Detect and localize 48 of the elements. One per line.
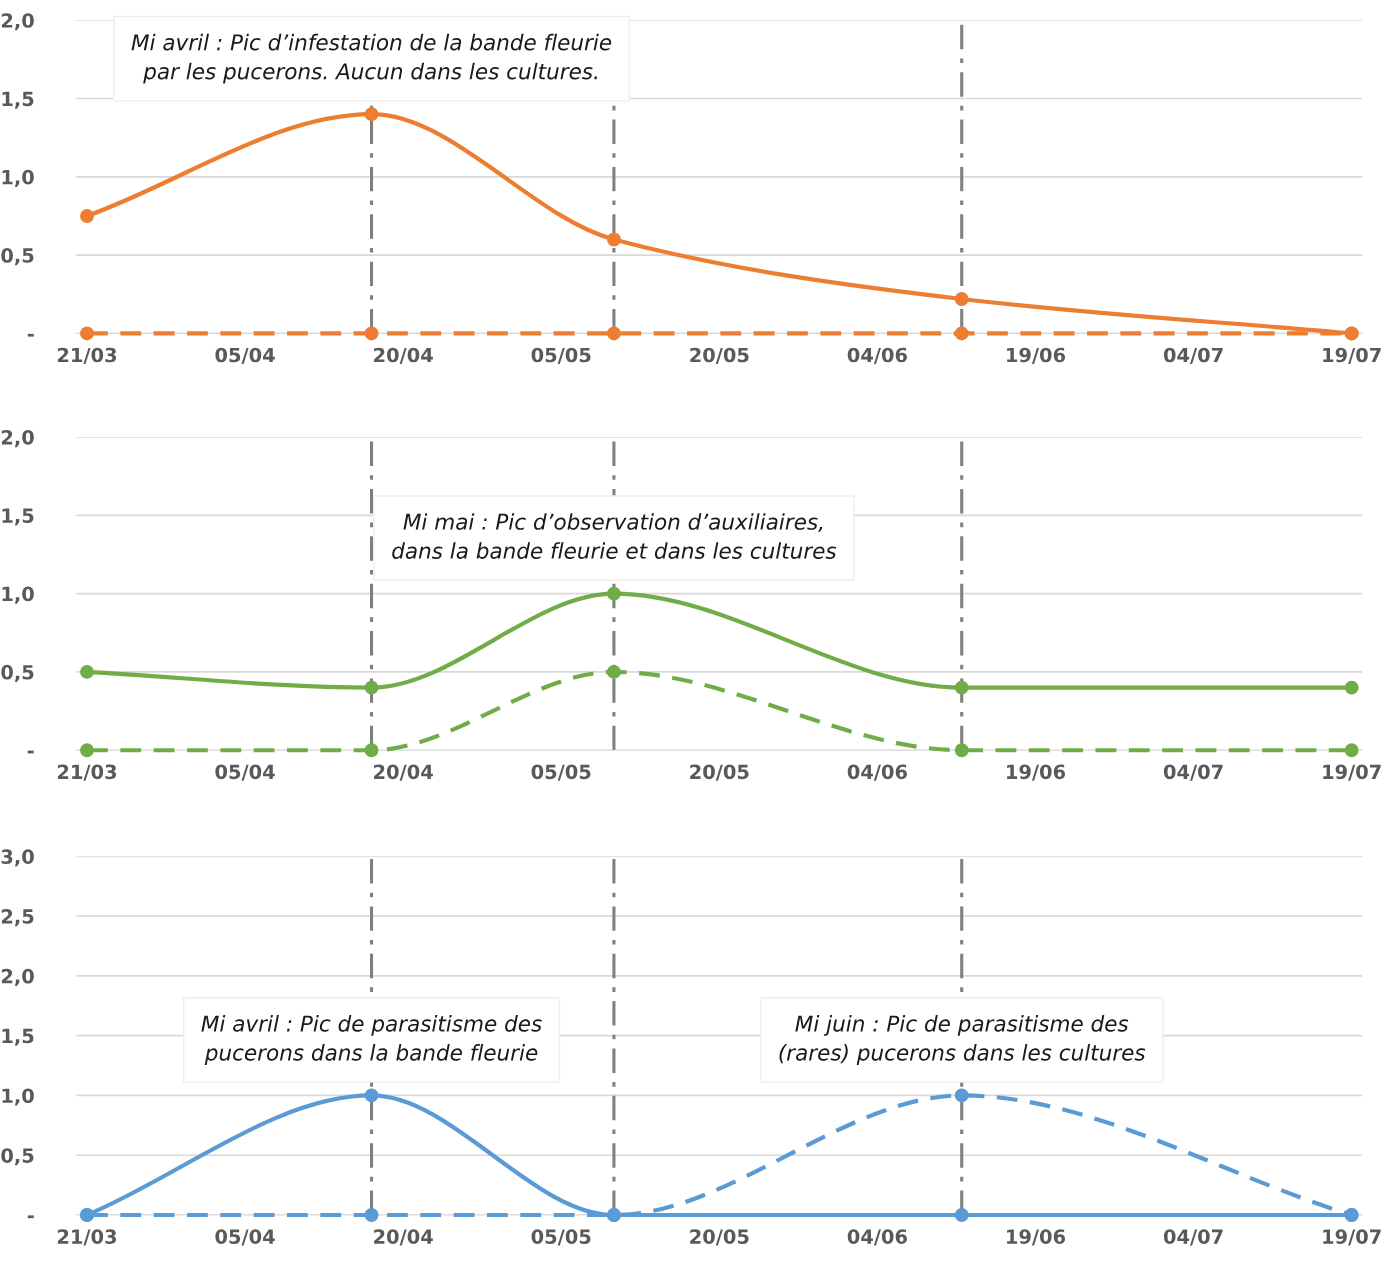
y-tick-label: 3,0 [1, 849, 34, 867]
y-tick-label: 0,5 [1, 664, 34, 683]
x-tick-label: 19/07 [1323, 764, 1381, 781]
y-tick-label: 1,5 [2, 1028, 34, 1046]
x-tick-label: 21/03 [57, 1229, 117, 1246]
x-tick-label: 20/05 [690, 347, 749, 364]
x-tick-label: 04/07 [1163, 347, 1223, 364]
x-tick-label: 04/06 [847, 764, 907, 781]
y-tick-label: 2,0 [1, 968, 34, 987]
x-tick-label: 05/05 [531, 347, 591, 364]
y-tick-label: 1,5 [2, 508, 34, 526]
x-tick-label: 20/05 [690, 1229, 749, 1246]
y-tick-label: 2,0 [1, 429, 34, 448]
y-tick-label: 1,0 [2, 1088, 34, 1106]
annotation: Mi juin : Pic de parasitisme des (rares) pucerons dans les cultures [779, 1015, 1146, 1065]
x-tick-label: 21/03 [57, 347, 117, 364]
annotation: Mi avril : Pic de parasitisme des pucerons dans la bande fleurie [201, 1015, 542, 1065]
y-tick-label: - [27, 750, 34, 754]
annotation: Mi mai : Pic d’observation d’auxiliaires, dans la bande fleurie et dans les cultures [392, 513, 837, 559]
y-tick-label: 1,5 [2, 91, 34, 109]
x-tick-label: 05/04 [215, 1229, 275, 1246]
x-tick-label: 20/04 [374, 764, 433, 781]
x-tick-label: 21/03 [57, 764, 117, 781]
y-tick-label: 2,0 [1, 13, 34, 31]
y-tick-label: 0,5 [1, 1148, 34, 1166]
x-tick-label: 20/04 [374, 347, 433, 364]
x-tick-label: 19/06 [1007, 347, 1066, 364]
x-tick-label: 05/04 [215, 347, 275, 364]
x-tick-label: 05/04 [215, 764, 275, 781]
x-tick-label: 04/07 [1163, 764, 1223, 781]
annotation: Mi avril : Pic d’infestation de la bande fleurie par les pucerons. Aucun dans les cultures. [131, 33, 612, 84]
y-tick-label: 1,0 [2, 169, 34, 187]
x-tick-label: 04/07 [1163, 1229, 1223, 1246]
y-tick-label: - [27, 1215, 34, 1219]
y-tick-label: 2,5 [1, 909, 34, 927]
x-tick-label: 04/06 [847, 1229, 907, 1246]
x-tick-label: 19/06 [1007, 764, 1066, 781]
x-tick-label: 19/07 [1323, 1229, 1381, 1246]
x-tick-label: 19/06 [1007, 1229, 1066, 1246]
x-tick-label: 20/04 [374, 1229, 433, 1246]
x-tick-label: 19/07 [1323, 347, 1381, 364]
x-tick-label: 05/05 [531, 1229, 591, 1246]
y-tick-label: 1,0 [2, 586, 34, 604]
y-tick-label: 0,5 [1, 248, 34, 266]
x-tick-label: 20/05 [690, 764, 749, 781]
x-tick-label: 05/05 [531, 764, 591, 781]
x-tick-label: 04/06 [847, 347, 907, 364]
y-tick-label: - [27, 333, 34, 337]
